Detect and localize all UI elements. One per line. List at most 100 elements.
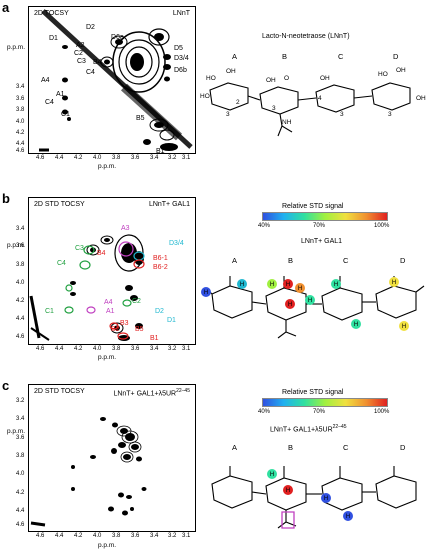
peak-label: A4 (104, 299, 113, 306)
svg-text:O: O (284, 75, 289, 82)
peak-label: D3/4 (174, 55, 189, 62)
atom-mark: H (286, 282, 290, 288)
scale-tick: 100% (374, 409, 390, 415)
peak-label: B4 (93, 59, 102, 66)
svg-text:OH: OH (320, 75, 330, 82)
x-tick: 3.6 (131, 533, 140, 539)
peak-label: D3/4 (169, 240, 184, 247)
svg-text:OH: OH (416, 95, 426, 102)
y-tick: 3.6 (16, 96, 25, 102)
x-tick: 3.1 (182, 346, 191, 352)
std-spectrum-c (30, 417, 147, 527)
y-tick: 4.0 (16, 471, 25, 477)
x-tick: 3.2 (168, 155, 177, 161)
atom-mark: H (334, 282, 338, 288)
plot-sample-b: LNnT+ GAL1 (148, 201, 190, 208)
y-axis-label-a: p.p.m. (6, 44, 26, 51)
peak-label: C2 (132, 298, 141, 305)
y-tick: 4.6 (16, 522, 25, 528)
peak-label: A1 (56, 91, 65, 98)
x-tick: 3.8 (112, 155, 121, 161)
x-tick: 3.6 (131, 155, 140, 161)
panel-letter-c: c (2, 378, 10, 393)
svg-text:4: 4 (318, 95, 322, 102)
x-tick: 3.4 (150, 533, 159, 539)
peak-label: C1 (45, 308, 54, 315)
x-tick: 3.2 (168, 533, 177, 539)
ring-label: C (343, 256, 349, 265)
panel-letter-a: a (2, 0, 10, 15)
ring-label: C (343, 443, 349, 452)
x-tick: 4.6 (36, 155, 45, 161)
peak-label: C1 (61, 111, 70, 118)
atom-mark: H (240, 282, 244, 288)
y-tick: 3.2 (16, 398, 25, 404)
plot-title-a: 2D TOCSY (34, 10, 69, 17)
y-tick: 4.6 (16, 334, 25, 340)
x-tick: 3.1 (182, 533, 191, 539)
scale-tick: 40% (258, 409, 271, 415)
atom-mark: H (288, 302, 292, 308)
atom-mark: H (346, 514, 350, 520)
x-tick: 4.0 (93, 533, 102, 539)
peak-label: A4 (41, 77, 50, 84)
plot-sample-c: LNnT+ GAL1+λ5UR22–45 (113, 388, 190, 398)
peak-label: B4 (97, 250, 106, 257)
x-tick: 3.4 (150, 346, 159, 352)
svg-text:2: 2 (236, 99, 240, 106)
std-color-scale-b (262, 212, 388, 221)
x-axis-label-c: p.p.m. (98, 542, 117, 549)
svg-text:OH: OH (396, 67, 406, 74)
peak-label: C3 (77, 58, 86, 65)
y-axis-label-b: p.p.m. (6, 242, 26, 249)
y-tick: 3.8 (16, 453, 25, 459)
x-tick: 4.4 (55, 533, 64, 539)
scale-tick: 70% (313, 223, 326, 229)
atom-mark: H (270, 472, 274, 478)
atom-mark: H (324, 496, 328, 502)
svg-text:3: 3 (340, 111, 344, 118)
x-tick: 3.6 (131, 346, 140, 352)
x-tick: 4.6 (36, 533, 45, 539)
svg-text:OH: OH (266, 77, 276, 84)
molecule-structure-b: H H H H H H H H H H H (201, 276, 425, 339)
peak-label: B3 (120, 320, 129, 327)
svg-text:HO: HO (378, 71, 388, 78)
x-tick: 4.6 (36, 346, 45, 352)
x-tick: 3.2 (168, 346, 177, 352)
x-tick: 3.1 (182, 155, 191, 161)
y-tick: 4.0 (16, 119, 25, 125)
peak-label: A1 (106, 308, 115, 315)
svg-text:NH: NH (282, 119, 292, 126)
y-tick: 3.8 (16, 262, 25, 268)
molecule-name-c: LNnT+ GAL1+λ5UR22–45 (270, 424, 347, 434)
atom-mark: H (204, 290, 208, 296)
y-tick: 3.6 (16, 435, 25, 441)
peak-label: C4 (86, 69, 95, 76)
y-tick: 4.0 (16, 280, 25, 286)
y-tick: 3.4 (16, 84, 25, 90)
atom-mark: H (392, 280, 396, 286)
molecule-name-b: LNnT+ GAL1 (301, 238, 343, 245)
peak-label: A2 (76, 42, 85, 49)
peak-label: B5 (136, 115, 145, 122)
y-tick: 3.6 (16, 243, 25, 249)
y-tick: 4.6 (16, 148, 25, 154)
svg-text:HO: HO (206, 75, 216, 82)
molecule-structure-c: H H H H (211, 466, 417, 529)
std-scale-title-b: Relative STD signal (282, 203, 344, 210)
peak-label: C3 (75, 245, 84, 252)
std-tocsy-plot-b: 2D STD TOCSY LNnT+ GAL1 A3 C3 D3/4 B4 B6… (28, 197, 196, 345)
plot-title-c: 2D STD TOCSY (34, 388, 85, 395)
peak-label: C4 (57, 260, 66, 267)
svg-text:3: 3 (226, 111, 230, 118)
ring-label: D (400, 443, 406, 452)
ring-label: D (400, 256, 406, 265)
peak-label: D5 (174, 45, 183, 52)
peak-label: B5 (135, 326, 144, 333)
peak-label: D1 (167, 317, 176, 324)
scale-tick: 40% (258, 223, 271, 229)
peak-label: C4 (45, 99, 54, 106)
atom-mark: H (402, 324, 406, 330)
